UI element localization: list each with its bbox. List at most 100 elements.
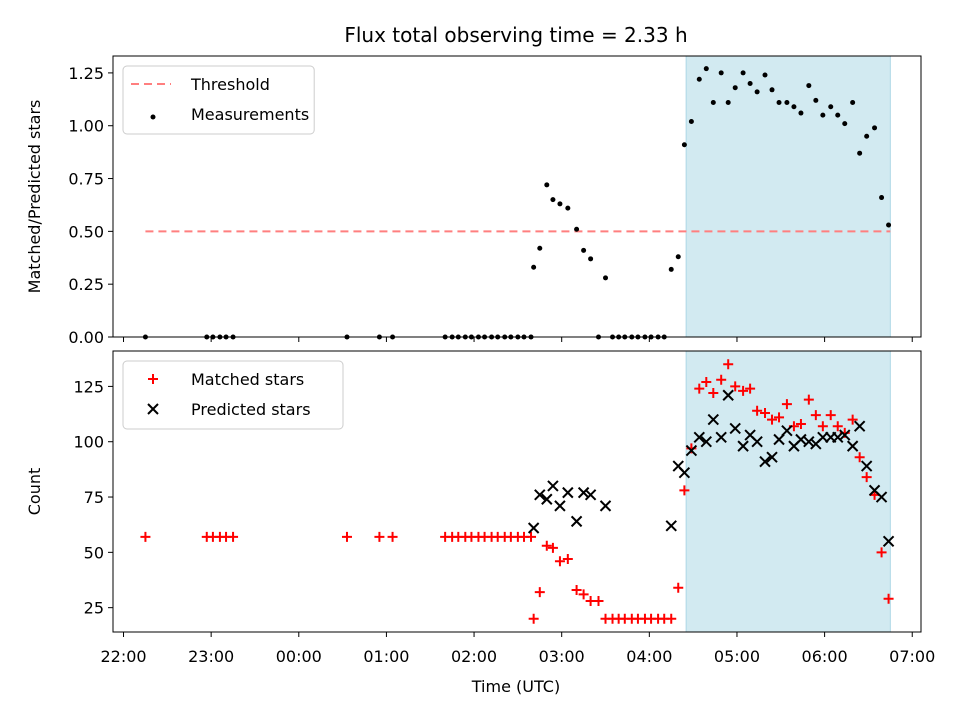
matched-star-marker [374, 531, 385, 542]
matched-star-marker [883, 593, 894, 604]
measurement-point [557, 201, 563, 207]
measurement-point [740, 70, 746, 76]
legend-predicted-swatch [147, 403, 159, 415]
y-tick-label: 25 [84, 599, 104, 618]
predicted-star-marker [685, 444, 698, 457]
measurement-point [688, 118, 694, 124]
x-tick-label: 23:00 [188, 647, 234, 666]
predicted-star-marker [853, 420, 866, 432]
matched-star-marker [861, 472, 872, 483]
measurement-point [842, 121, 848, 127]
measurement-point [776, 99, 782, 105]
measurement-point [710, 99, 716, 105]
matched-star-marker [716, 374, 727, 385]
predicted-star-marker [882, 535, 895, 547]
chart-title: Flux total observing time = 2.33 h [344, 23, 687, 47]
measurement-point [565, 205, 571, 211]
matched-star-marker [673, 582, 684, 593]
measurement-point [696, 76, 702, 82]
matched-star-marker [876, 547, 887, 558]
measurement-point [886, 222, 892, 228]
predicted-star-marker [846, 440, 859, 452]
legend-label: Threshold [190, 75, 270, 94]
measurement-point [769, 87, 775, 93]
matched-star-marker [795, 419, 806, 430]
matched-star-marker [528, 613, 539, 624]
measurement-point [725, 99, 731, 105]
matched-star-marker [140, 531, 151, 542]
predicted-star-marker [766, 451, 778, 463]
legend-label: Matched stars [191, 370, 304, 389]
matched-star-marker [832, 421, 843, 432]
matched-star-marker [593, 596, 604, 607]
predicted-star-marker [678, 466, 691, 479]
measurement-point [762, 72, 768, 78]
measurement-point [537, 245, 543, 251]
predicted-star-marker [665, 520, 677, 532]
measurement-point [798, 110, 804, 116]
predicted-star-marker [693, 431, 705, 443]
measurement-point [813, 97, 819, 103]
measurement-point [603, 275, 609, 281]
measurement-point [850, 99, 856, 105]
matched-star-marker [562, 553, 573, 564]
predicted-star-marker [707, 413, 720, 426]
measurement-point [574, 226, 580, 232]
matched-star-marker [526, 531, 537, 542]
plot-frame [112, 55, 922, 338]
predicted-star-marker [527, 522, 540, 534]
matched-star-marker [387, 531, 398, 542]
y-tick-label: 1.00 [68, 117, 104, 136]
matched-star-marker [745, 383, 756, 394]
predicted-star-marker [839, 429, 851, 441]
predicted-star-marker [795, 433, 807, 446]
y-tick-label: 100 [73, 433, 104, 452]
y-tick-label: 50 [84, 543, 104, 562]
plot-frame [112, 350, 922, 633]
measurement-point [857, 150, 863, 156]
predicted-star-marker [803, 436, 815, 448]
legend-label: Predicted stars [191, 400, 311, 419]
y-tick-label: 0.50 [68, 222, 104, 241]
x-tick-label: 02:00 [451, 647, 497, 666]
predicted-star-marker [547, 480, 559, 492]
matched-star-marker [752, 405, 763, 416]
y-tick-label: 0.25 [68, 275, 104, 294]
y-tick-label: 1.25 [68, 64, 104, 83]
matched-star-marker [825, 410, 836, 421]
measurement-point [550, 197, 556, 203]
measurement-point [879, 195, 885, 201]
matched-star-marker [694, 383, 705, 394]
matched-star-marker [760, 407, 771, 418]
matched-star-marker [554, 556, 565, 567]
measurement-point [588, 256, 594, 262]
y-tick-label: 125 [73, 377, 104, 396]
matched-star-marker [541, 540, 552, 551]
matched-star-marker [803, 394, 814, 405]
x-tick-label: 06:00 [802, 647, 848, 666]
y-tick-label: 0.00 [68, 328, 104, 347]
measurement-point [828, 104, 834, 110]
matched-star-marker [679, 485, 690, 496]
observing-window [685, 55, 891, 338]
legend-matched-swatch [148, 374, 158, 384]
measurement-point [732, 85, 738, 91]
matched-star-marker [767, 414, 778, 425]
measurement-point [668, 266, 674, 272]
predicted-star-marker [599, 500, 612, 512]
matched-star-marker [708, 388, 719, 399]
matched-star-marker [666, 613, 677, 624]
x-tick-label: 01:00 [363, 647, 409, 666]
predicted-star-marker [700, 436, 713, 448]
measurement-point [835, 112, 841, 118]
measurement-point [675, 254, 681, 260]
measurement-point [784, 99, 790, 105]
measurement-point [703, 66, 709, 72]
matched-star-marker [817, 421, 828, 432]
x-tick-label: 05:00 [714, 647, 760, 666]
predicted-star-marker [541, 493, 553, 505]
predicted-star-marker [875, 491, 888, 503]
predicted-star-marker [773, 433, 785, 446]
predicted-star-marker [759, 455, 771, 468]
